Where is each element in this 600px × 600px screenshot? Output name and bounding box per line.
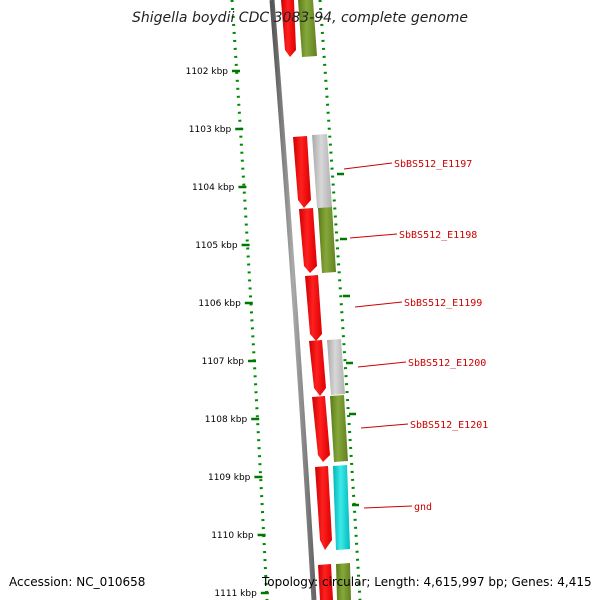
cds-arrow xyxy=(309,340,326,396)
tick-label: 1105 kbp xyxy=(195,241,238,251)
gene-label: SbBS512_E1198 xyxy=(399,230,477,241)
cog-box-cyan xyxy=(333,465,350,550)
tick-label: 1103 kbp xyxy=(189,125,232,135)
gene-leader-line xyxy=(363,505,413,509)
tick-label: 1111 kbp xyxy=(214,589,257,599)
cds-arrow xyxy=(305,275,322,341)
tick-label: 1107 kbp xyxy=(202,357,245,367)
cds-arrow xyxy=(281,0,296,57)
gene-leader-line xyxy=(343,162,393,170)
backbone-arc xyxy=(269,0,317,600)
genome-title: Shigella boydii CDC 3083-94, complete ge… xyxy=(131,10,469,26)
gene-label-layer: SbBS512_E1197 SbBS512_E1198 SbBS512_E1199 S… xyxy=(343,159,488,513)
cds-arrow xyxy=(299,208,317,273)
gene-leader-line xyxy=(360,423,409,429)
cds-arrow xyxy=(315,466,332,550)
cog-box-green xyxy=(330,395,348,462)
tick-layer: 1102 kbp 1103 kbp 1104 kbp 1105 kbp 1106 kbp… xyxy=(186,67,359,599)
cog-box-green xyxy=(298,0,317,57)
gene-label: gnd xyxy=(414,502,432,513)
gene-label: SbBS512_E1199 xyxy=(404,298,482,309)
tick-label: 1102 kbp xyxy=(186,67,229,77)
gene-label: SbBS512_E1200 xyxy=(408,358,486,369)
tick-label: 1106 kbp xyxy=(198,299,241,309)
tick-label: 1110 kbp xyxy=(211,531,254,541)
cds-arrow xyxy=(293,136,311,208)
tick-label: 1104 kbp xyxy=(192,183,235,193)
tick-label: 1109 kbp xyxy=(208,473,251,483)
topology-text: Topology: circular; Length: 4,615,997 bp… xyxy=(262,575,592,589)
cog-box-grey xyxy=(312,134,332,208)
gene-label: SbBS512_E1201 xyxy=(410,420,488,431)
cog-box-grey xyxy=(327,339,345,395)
cds-layer xyxy=(281,0,333,600)
cog-box-green xyxy=(318,207,336,273)
gene-leader-line xyxy=(349,233,398,239)
gene-label: SbBS512_E1197 xyxy=(394,159,472,170)
cog-layer xyxy=(298,0,351,600)
cog-box-green xyxy=(336,563,351,600)
gene-leader-line xyxy=(357,361,407,368)
cds-arrow xyxy=(318,564,333,600)
tick-label: 1108 kbp xyxy=(205,415,248,425)
cds-arrow xyxy=(312,396,330,462)
accession-text: Accession: NC_010658 xyxy=(9,575,146,589)
gene-leader-line xyxy=(354,301,403,308)
